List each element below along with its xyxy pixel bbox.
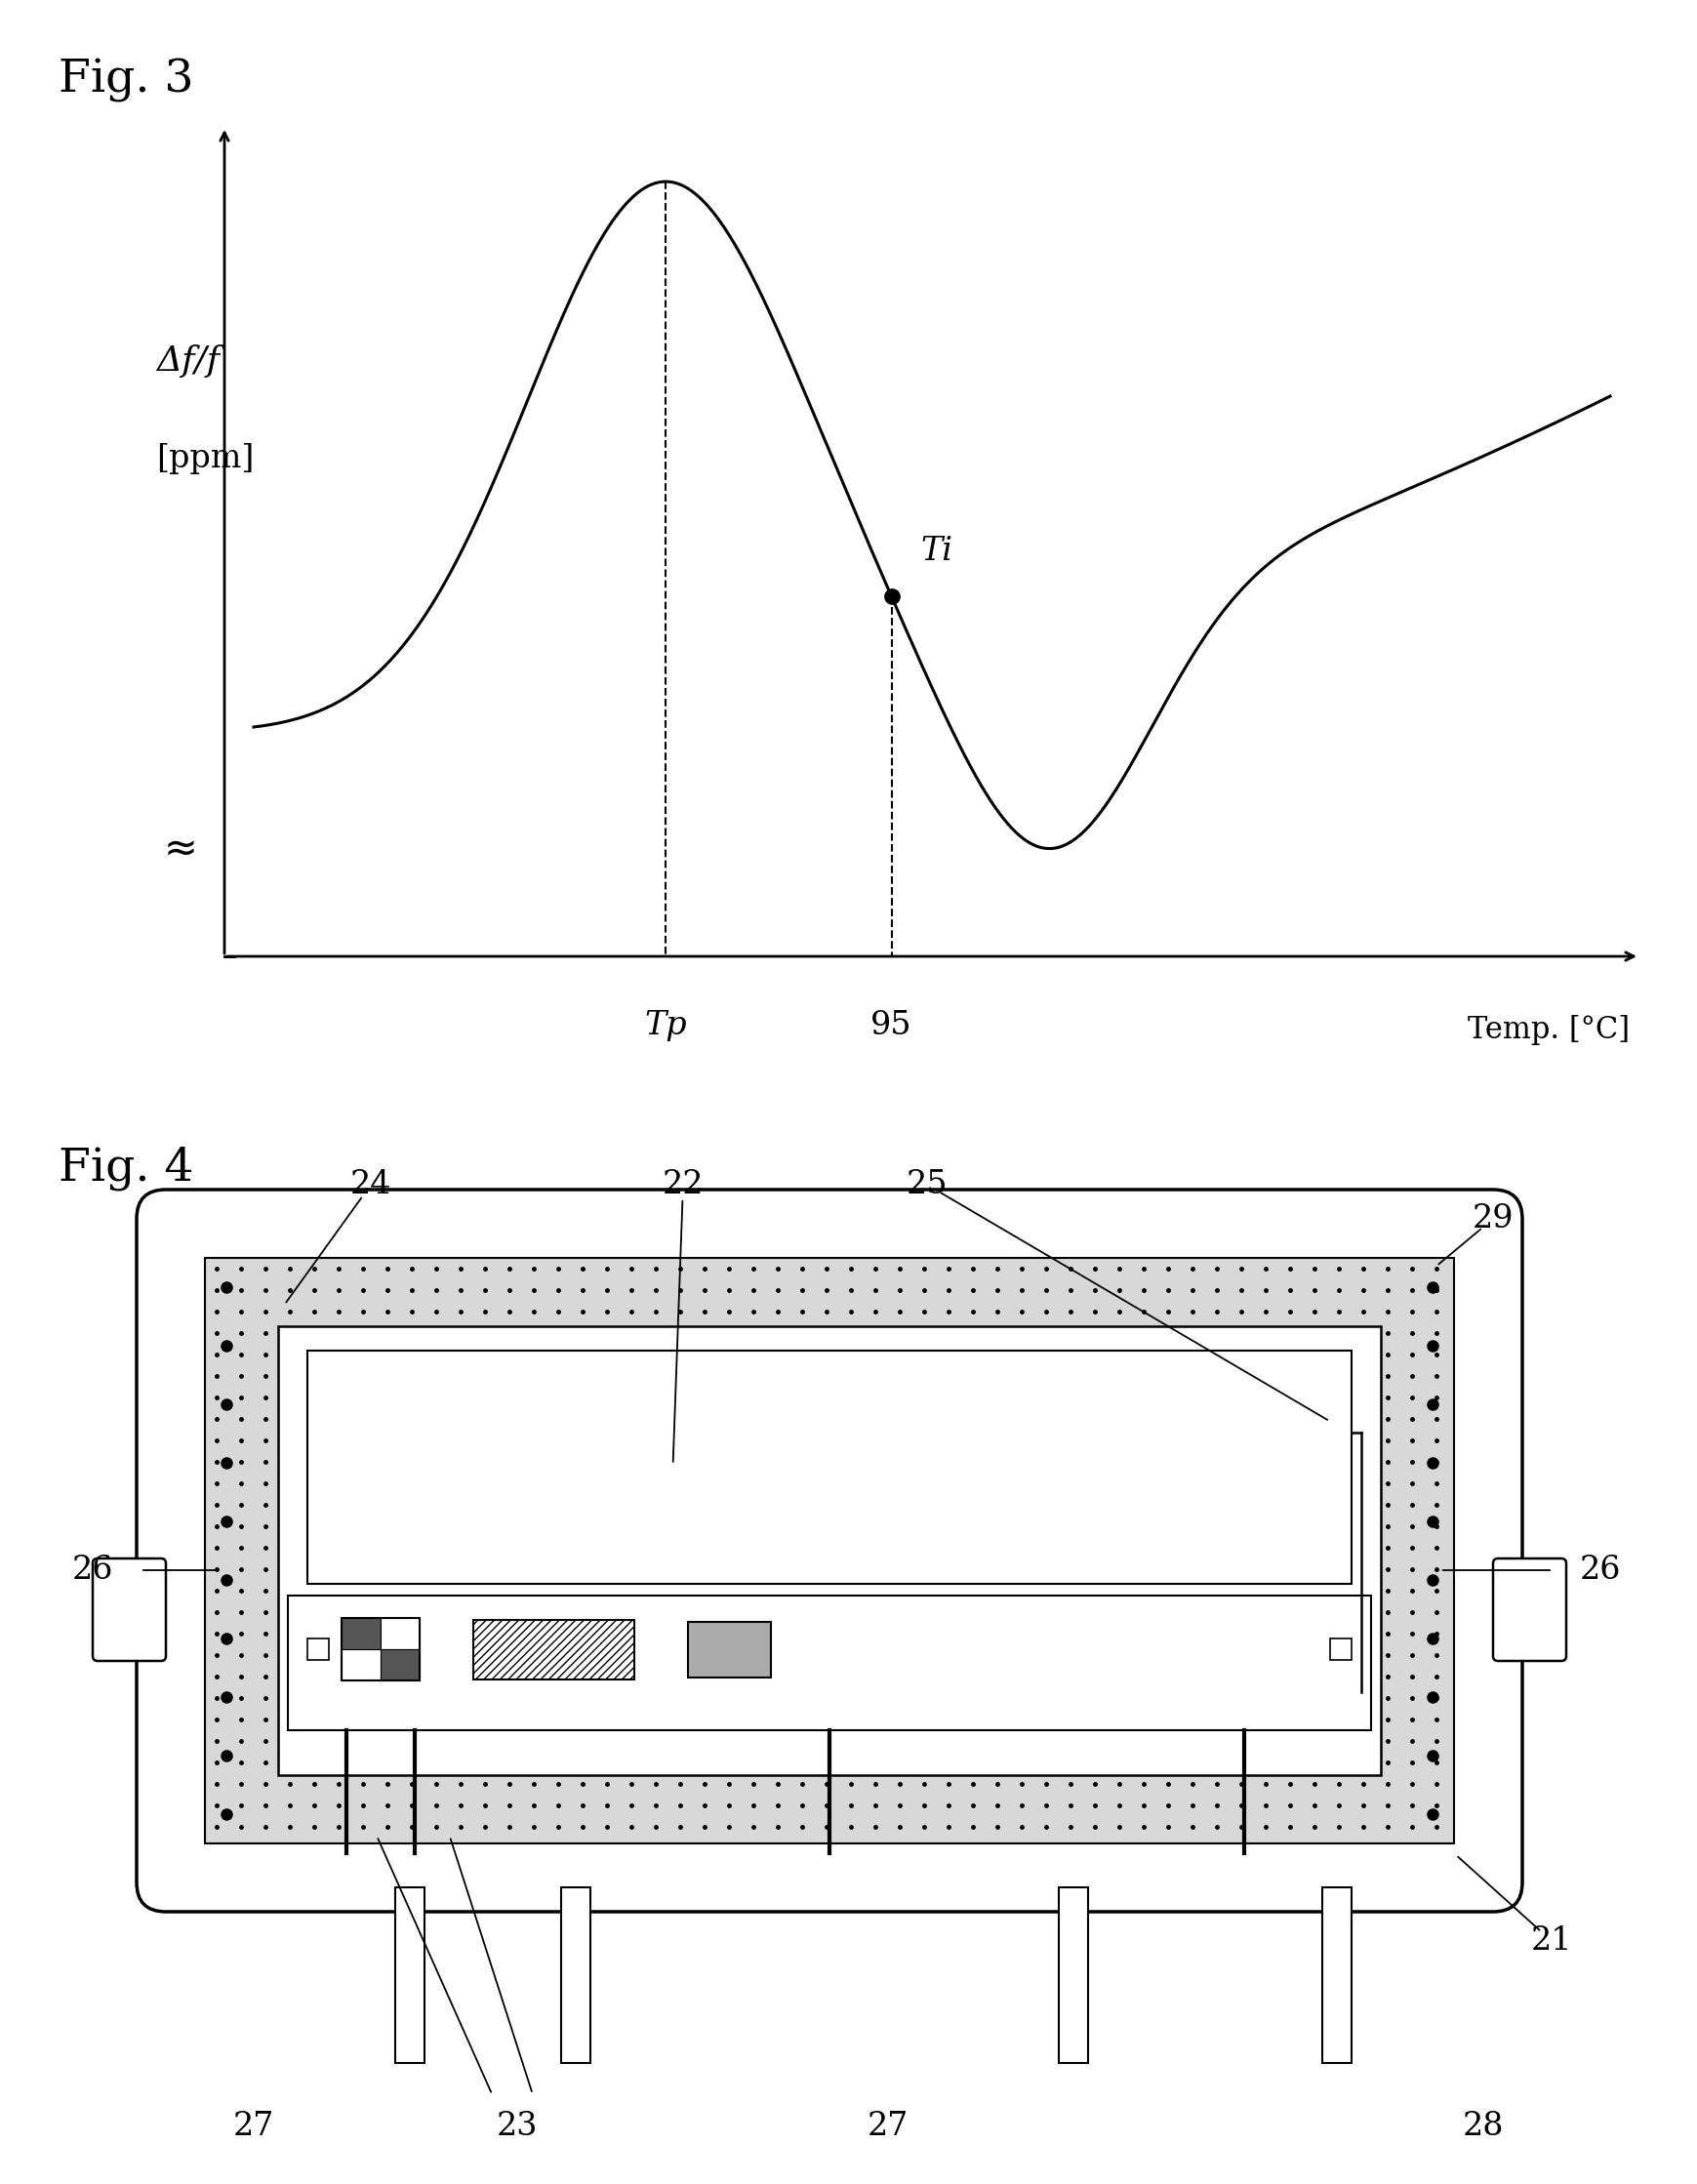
Text: 28: 28 xyxy=(1463,2110,1504,2143)
Text: 24: 24 xyxy=(350,1168,392,1201)
Text: ≈: ≈ xyxy=(163,828,197,869)
Text: [ppm]: [ppm] xyxy=(156,443,255,474)
Bar xyxy=(205,1258,1454,1843)
Text: Temp. [°C]: Temp. [°C] xyxy=(1468,1016,1629,1046)
Bar xyxy=(562,1887,591,2064)
Text: 95: 95 xyxy=(871,1009,913,1042)
Text: Δf/f: Δf/f xyxy=(156,345,219,378)
Bar xyxy=(380,1649,419,1682)
Text: Fig. 3: Fig. 3 xyxy=(59,59,193,103)
Bar xyxy=(288,1597,1371,1730)
Text: Tp: Tp xyxy=(645,1009,687,1042)
Bar xyxy=(307,1638,329,1660)
FancyBboxPatch shape xyxy=(93,1559,166,1662)
Text: Ti: Ti xyxy=(921,535,954,568)
Text: 29: 29 xyxy=(1473,1203,1514,1234)
Bar xyxy=(473,1621,635,1679)
Text: 26: 26 xyxy=(71,1555,114,1586)
FancyBboxPatch shape xyxy=(137,1190,1522,1911)
Bar xyxy=(380,1618,419,1649)
Text: 27: 27 xyxy=(232,2110,275,2143)
Bar xyxy=(395,1887,424,2064)
Text: 21: 21 xyxy=(1531,1926,1573,1957)
Text: 23: 23 xyxy=(497,2110,538,2143)
Bar xyxy=(687,1623,770,1677)
Bar xyxy=(341,1618,380,1649)
Text: 27: 27 xyxy=(867,2110,908,2143)
FancyBboxPatch shape xyxy=(1493,1559,1566,1662)
Text: 26: 26 xyxy=(1580,1555,1621,1586)
Bar xyxy=(278,1326,1381,1776)
Bar xyxy=(307,1350,1351,1583)
Bar xyxy=(1059,1887,1088,2064)
Bar xyxy=(1330,1638,1351,1660)
Text: 22: 22 xyxy=(662,1168,704,1201)
Text: 25: 25 xyxy=(906,1168,949,1201)
Text: Fig. 4: Fig. 4 xyxy=(59,1147,193,1190)
Bar xyxy=(341,1649,380,1682)
Bar xyxy=(1322,1887,1351,2064)
Bar xyxy=(341,1618,419,1682)
